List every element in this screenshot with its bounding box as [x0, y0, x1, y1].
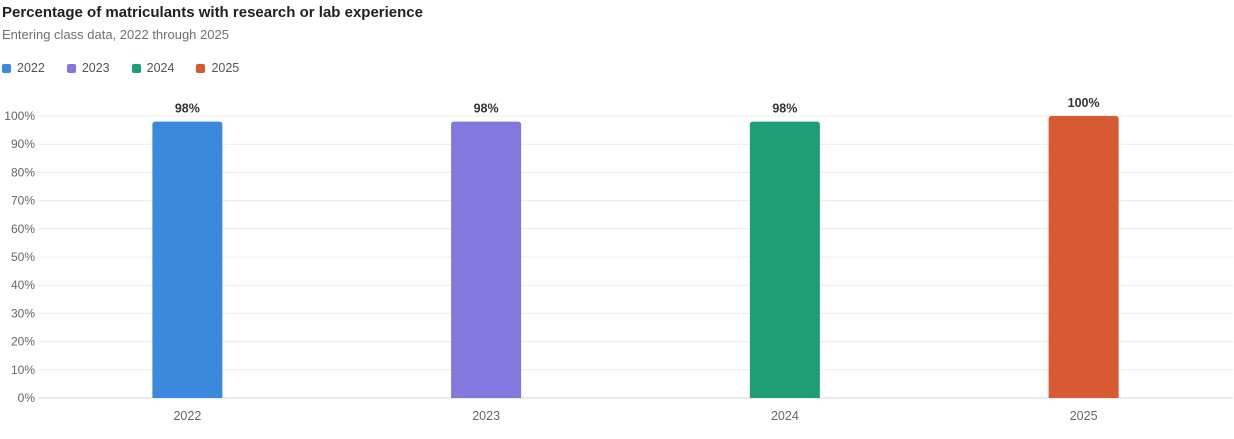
- chart-title: Percentage of matriculants with research…: [2, 4, 423, 21]
- y-tick-label: 100%: [4, 109, 35, 123]
- legend-swatch-2024: [131, 63, 141, 73]
- data-label: 100%: [1068, 96, 1100, 110]
- data-label: 98%: [772, 102, 797, 116]
- legend-item-2025[interactable]: 2025: [196, 61, 239, 75]
- y-tick-label: 0%: [18, 391, 36, 405]
- legend-label: 2025: [211, 61, 240, 75]
- x-tick-label: 2024: [771, 409, 799, 423]
- legend-swatch-2025: [196, 63, 206, 73]
- chart-legend: 2022 2023 2024 2025: [2, 61, 239, 75]
- bar-2025[interactable]: [1048, 116, 1119, 398]
- y-tick-label: 90%: [11, 137, 35, 151]
- legend-item-2024[interactable]: 2024: [131, 61, 175, 75]
- legend-swatch-2023: [66, 63, 76, 73]
- chart-subtitle: Entering class data, 2022 through 2025: [2, 27, 229, 42]
- y-tick-label: 80%: [11, 165, 35, 179]
- y-tick-label: 30%: [11, 306, 35, 320]
- bar-2022[interactable]: [152, 121, 223, 398]
- y-tick-label: 70%: [11, 194, 35, 208]
- legend-item-2023[interactable]: 2023: [66, 61, 110, 75]
- legend-label: 2024: [146, 61, 175, 75]
- x-tick-label: 2023: [472, 409, 500, 423]
- y-tick-label: 40%: [11, 278, 35, 292]
- legend-label: 2022: [17, 61, 45, 75]
- bar-2024[interactable]: [749, 121, 820, 398]
- legend-item-2022[interactable]: 2022: [2, 61, 45, 75]
- legend-label: 2023: [81, 61, 110, 75]
- y-tick-label: 50%: [11, 250, 35, 264]
- y-tick-label: 10%: [11, 363, 35, 377]
- x-tick-label: 2025: [1070, 409, 1098, 423]
- y-tick-label: 60%: [11, 222, 35, 236]
- data-label: 98%: [474, 102, 499, 116]
- data-label: 98%: [175, 102, 200, 116]
- y-tick-label: 20%: [11, 335, 35, 349]
- bar-2023[interactable]: [451, 121, 522, 398]
- legend-swatch-2022: [2, 63, 11, 73]
- x-tick-label: 2022: [173, 409, 201, 423]
